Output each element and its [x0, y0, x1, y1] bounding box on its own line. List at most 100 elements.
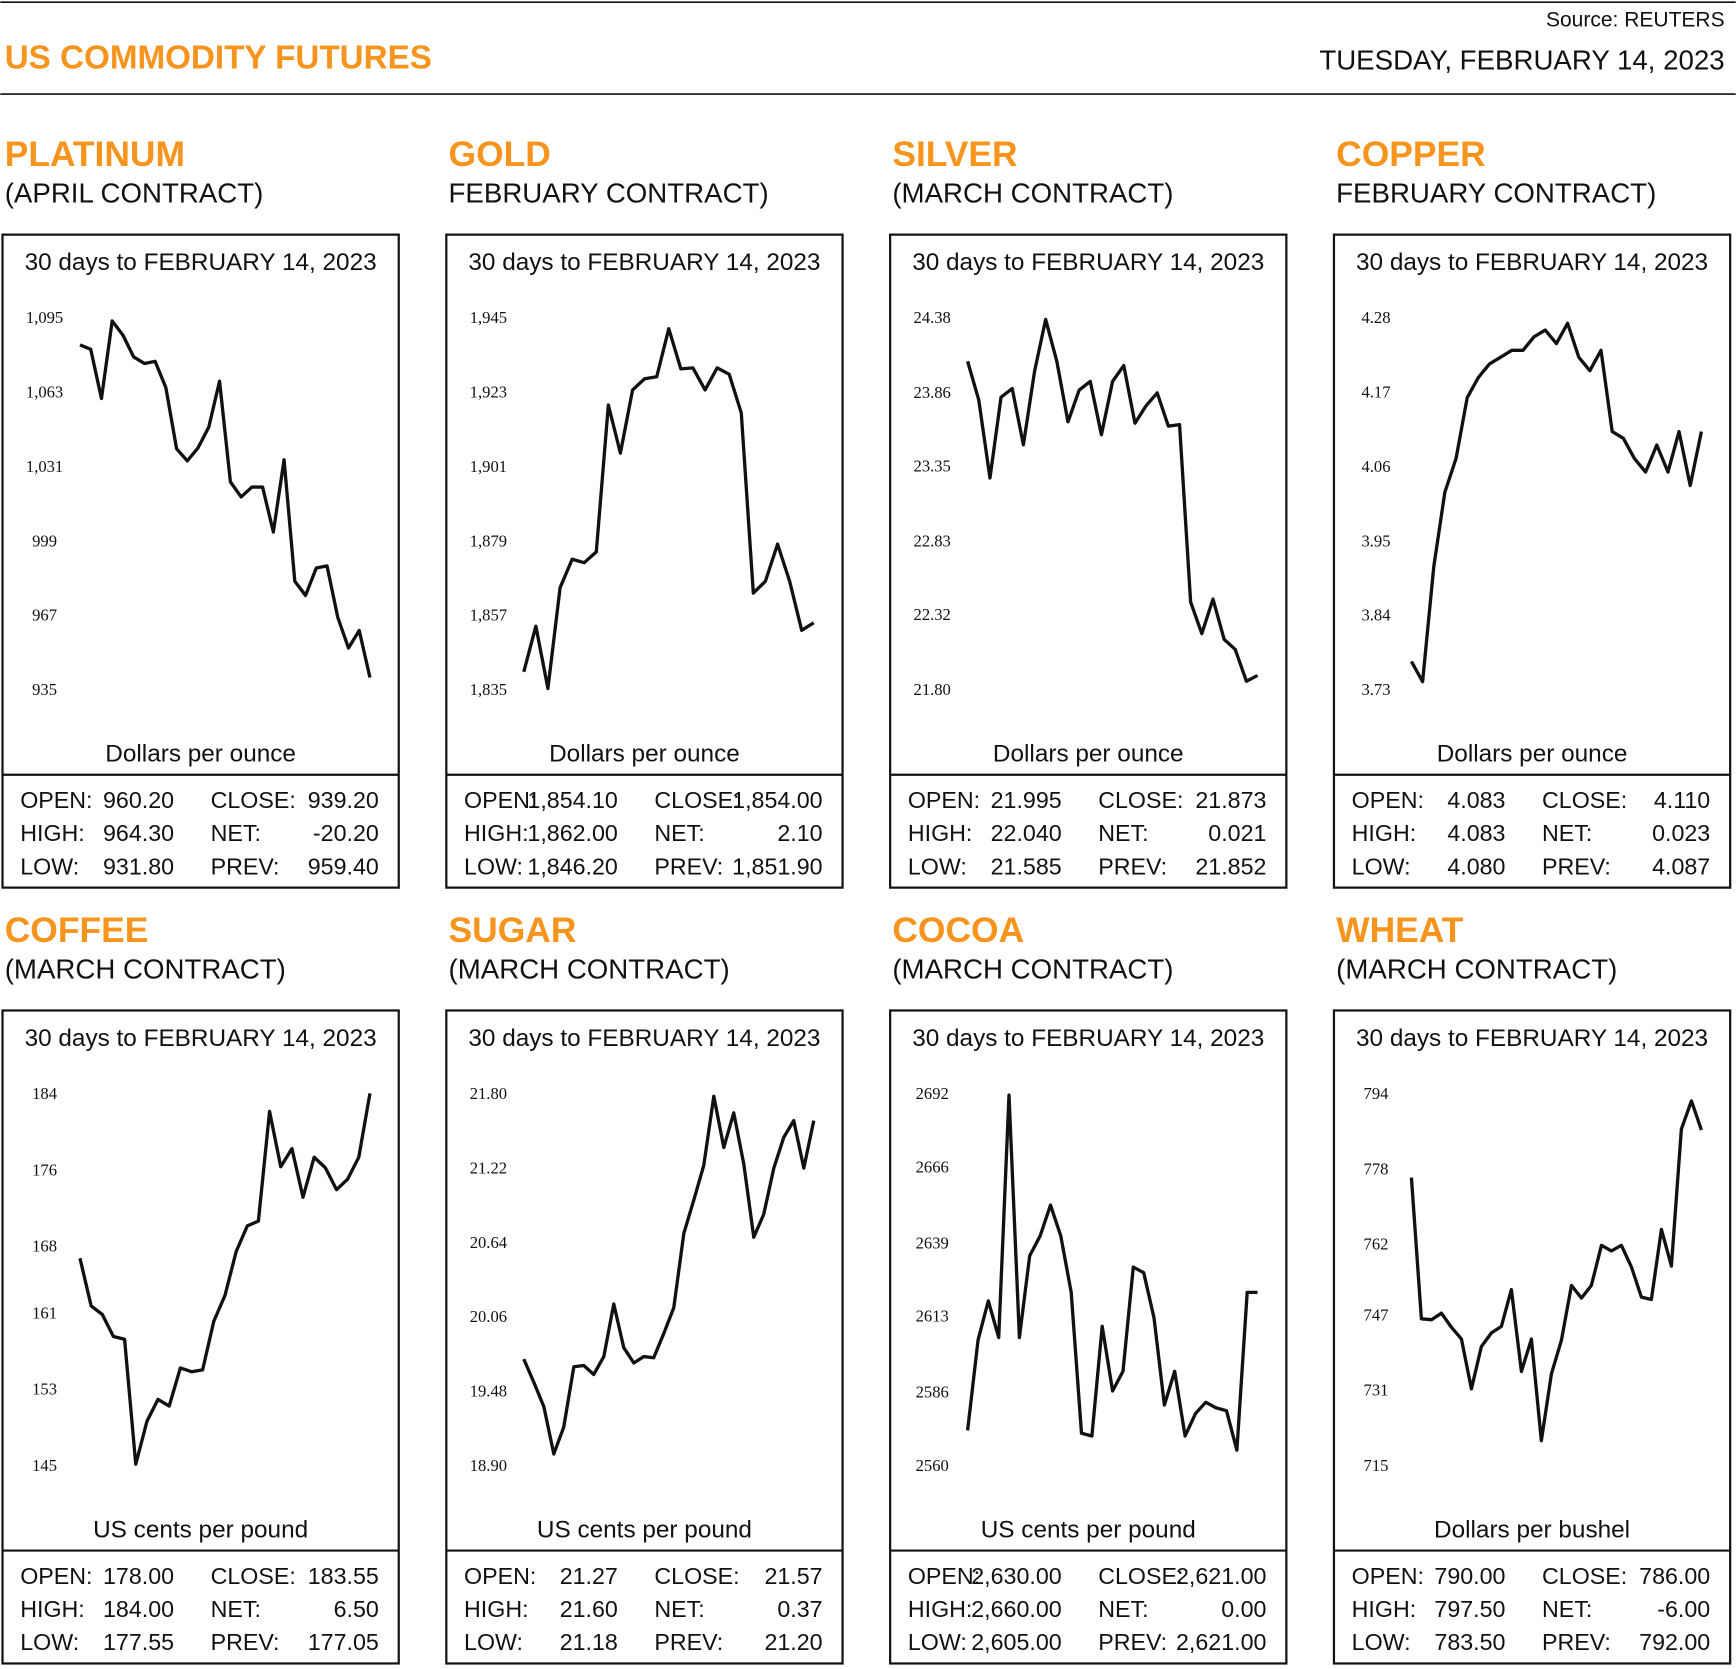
y-tick-label: 21.22: [470, 1158, 507, 1177]
chart-box: [1332, 1009, 1732, 1665]
stat-label: PREV:: [654, 1629, 723, 1655]
stat-value: 0.023: [1652, 820, 1710, 846]
unit-label: US cents per pound: [537, 1516, 752, 1543]
contract: (MARCH CONTRACT): [1336, 953, 1617, 984]
y-tick-label: 778: [1364, 1159, 1389, 1178]
stat-value: 931.80: [103, 853, 174, 879]
y-tick-label: 20.06: [470, 1307, 507, 1326]
stat-label: HIGH:: [1352, 1596, 1417, 1622]
stat-value: 960.20: [103, 787, 174, 813]
stat-value: 21.18: [560, 1629, 618, 1655]
stat-value: -6.00: [1657, 1596, 1710, 1622]
commodity-title: COPPER: [1336, 134, 1486, 174]
stat-label: HIGH:: [20, 1596, 85, 1622]
unit-label: Dollars per ounce: [549, 740, 740, 767]
y-tick-label: 1,031: [26, 457, 63, 476]
stat-label: CLOSE:: [654, 787, 739, 813]
stat-label: OPEN:: [908, 787, 980, 813]
stat-label: PREV:: [1098, 853, 1167, 879]
chart-box: [445, 233, 844, 889]
y-tick-label: 747: [1364, 1305, 1389, 1324]
y-tick-label: 2560: [916, 1456, 949, 1475]
y-tick-label: 184: [32, 1084, 58, 1103]
contract: (MARCH CONTRACT): [892, 178, 1173, 209]
stat-label: PREV:: [211, 853, 280, 879]
y-tick-label: 1,095: [26, 308, 63, 327]
stat-value: 4.080: [1447, 853, 1505, 879]
stat-label: NET:: [1098, 1596, 1148, 1622]
stat-value: 0.00: [1221, 1596, 1266, 1622]
chart-box: [445, 1009, 844, 1665]
stat-value: 2.10: [777, 820, 822, 846]
price-line: [79, 319, 372, 678]
stat-value: 4.083: [1447, 820, 1505, 846]
period: 30 days to FEBRUARY 14, 2023: [468, 249, 820, 276]
unit-label: US cents per pound: [93, 1516, 308, 1543]
stat-value: 939.20: [308, 787, 379, 813]
stat-label: CLOSE:: [211, 787, 296, 813]
y-tick-label: 1,879: [470, 531, 507, 550]
stat-label: CLOSE:: [1098, 1563, 1183, 1589]
stat-value: 2,630.00: [971, 1563, 1062, 1589]
stat-value: 790.00: [1434, 1563, 1505, 1589]
stat-value: 21.27: [560, 1563, 618, 1589]
stat-label: PREV:: [211, 1629, 280, 1655]
unit-label: Dollars per bushel: [1434, 1516, 1630, 1543]
y-tick-label: 935: [32, 680, 57, 699]
y-tick-label: 24.38: [914, 308, 951, 327]
y-tick-label: 1,063: [26, 383, 63, 402]
stat-value: 786.00: [1639, 1563, 1710, 1589]
unit-label: Dollars per ounce: [993, 740, 1184, 767]
period: 30 days to FEBRUARY 14, 2023: [912, 1025, 1264, 1052]
stat-value: 4.087: [1652, 853, 1710, 879]
stat-label: PREV:: [1098, 1629, 1167, 1655]
chart-box: [1, 1009, 400, 1665]
stat-label: OPEN:: [464, 1563, 536, 1589]
stat-value: 1,854.00: [732, 787, 823, 813]
stat-label: NET:: [1542, 1596, 1592, 1622]
stat-label: OPEN:: [1352, 1563, 1424, 1589]
stat-value: 21.20: [764, 1629, 822, 1655]
stat-label: HIGH:: [1352, 820, 1417, 846]
y-tick-label: 168: [32, 1237, 57, 1256]
stat-label: LOW:: [1352, 1629, 1411, 1655]
stat-value: 177.55: [103, 1629, 174, 1655]
commodity-title: GOLD: [449, 134, 551, 174]
period: 30 days to FEBRUARY 14, 2023: [25, 249, 377, 276]
y-tick-label: 3.73: [1361, 680, 1390, 699]
chart-box: [1, 233, 400, 889]
price-line: [522, 327, 815, 691]
stat-label: LOW:: [20, 1629, 79, 1655]
stat-value: 22.040: [991, 820, 1062, 846]
commodity-title: SILVER: [892, 134, 1017, 174]
y-tick-label: 1,835: [470, 680, 507, 699]
stat-value: 964.30: [103, 820, 174, 846]
stat-value: 21.995: [991, 787, 1062, 813]
stat-value: 21.873: [1195, 787, 1266, 813]
stat-label: LOW:: [1352, 853, 1411, 879]
stat-value: 183.55: [308, 1563, 379, 1589]
y-tick-label: 1,923: [470, 383, 507, 402]
stat-label: NET:: [654, 1596, 704, 1622]
y-tick-label: 145: [32, 1456, 57, 1475]
y-tick-label: 3.84: [1361, 606, 1391, 625]
chart-box: [889, 1009, 1288, 1665]
y-tick-label: 23.35: [914, 457, 951, 476]
stat-label: CLOSE:: [211, 1563, 296, 1589]
stat-label: LOW:: [908, 1629, 967, 1655]
unit-label: Dollars per ounce: [1437, 740, 1628, 767]
y-tick-label: 20.64: [470, 1233, 508, 1252]
chart-box: [1332, 233, 1732, 889]
y-tick-label: 762: [1364, 1235, 1389, 1254]
stat-value: 2,605.00: [971, 1629, 1062, 1655]
y-tick-label: 21.80: [470, 1084, 507, 1103]
stat-label: LOW:: [908, 853, 967, 879]
stat-label: HIGH:: [464, 820, 529, 846]
stat-value: 21.57: [764, 1563, 822, 1589]
price-line: [1409, 1099, 1703, 1443]
stat-value: 783.50: [1434, 1629, 1505, 1655]
y-tick-label: 161: [32, 1303, 57, 1322]
y-tick-label: 4.28: [1361, 308, 1390, 327]
stat-value: 184.00: [103, 1596, 174, 1622]
stat-value: 2,660.00: [971, 1596, 1062, 1622]
